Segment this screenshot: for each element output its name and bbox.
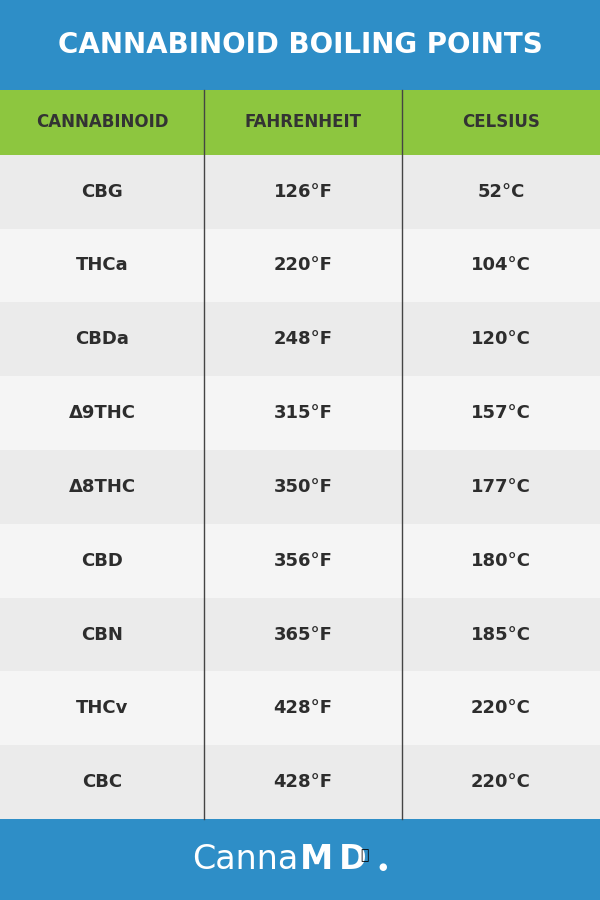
Text: CELSIUS: CELSIUS: [462, 113, 540, 131]
Text: Δ9THC: Δ9THC: [68, 404, 136, 422]
Text: 428°F: 428°F: [274, 699, 332, 717]
Text: 428°F: 428°F: [274, 773, 332, 791]
Text: 104°C: 104°C: [471, 256, 531, 274]
Text: 157°C: 157°C: [471, 404, 531, 422]
Text: 🌿: 🌿: [361, 848, 369, 862]
Text: M: M: [300, 843, 333, 876]
Text: CBC: CBC: [82, 773, 122, 791]
Text: CBD: CBD: [81, 552, 123, 570]
Text: Canna: Canna: [192, 843, 298, 876]
Bar: [0, 450, 600, 524]
Text: CBN: CBN: [81, 626, 123, 644]
Text: 52°C: 52°C: [478, 183, 524, 201]
Bar: [0, 598, 600, 671]
Bar: [0, 0, 600, 90]
Text: CBDa: CBDa: [75, 330, 129, 348]
Bar: [0, 524, 600, 598]
Text: 248°F: 248°F: [274, 330, 332, 348]
Text: CANNABINOID: CANNABINOID: [36, 113, 168, 131]
Bar: [0, 302, 600, 376]
Text: FAHRENHEIT: FAHRENHEIT: [245, 113, 361, 131]
Text: THCa: THCa: [76, 256, 128, 274]
Text: 185°C: 185°C: [471, 626, 531, 644]
Bar: [0, 90, 600, 155]
Bar: [0, 229, 600, 302]
Text: THCv: THCv: [76, 699, 128, 717]
Bar: [0, 745, 600, 819]
Text: 177°C: 177°C: [471, 478, 531, 496]
Text: 315°F: 315°F: [274, 404, 332, 422]
Text: 220°C: 220°C: [471, 773, 531, 791]
Bar: [0, 376, 600, 450]
Text: 365°F: 365°F: [274, 626, 332, 644]
Text: 220°C: 220°C: [471, 699, 531, 717]
Text: D: D: [339, 843, 367, 876]
Bar: [0, 819, 600, 900]
Text: 180°C: 180°C: [471, 552, 531, 570]
Text: 356°F: 356°F: [274, 552, 332, 570]
Text: CBG: CBG: [81, 183, 123, 201]
Text: CANNABINOID BOILING POINTS: CANNABINOID BOILING POINTS: [58, 31, 542, 59]
Text: 350°F: 350°F: [274, 478, 332, 496]
Text: 126°F: 126°F: [274, 183, 332, 201]
Bar: [0, 155, 600, 229]
Text: ●: ●: [379, 861, 387, 872]
Text: Δ8THC: Δ8THC: [68, 478, 136, 496]
Text: 220°F: 220°F: [274, 256, 332, 274]
Text: 120°C: 120°C: [471, 330, 531, 348]
Bar: [0, 671, 600, 745]
